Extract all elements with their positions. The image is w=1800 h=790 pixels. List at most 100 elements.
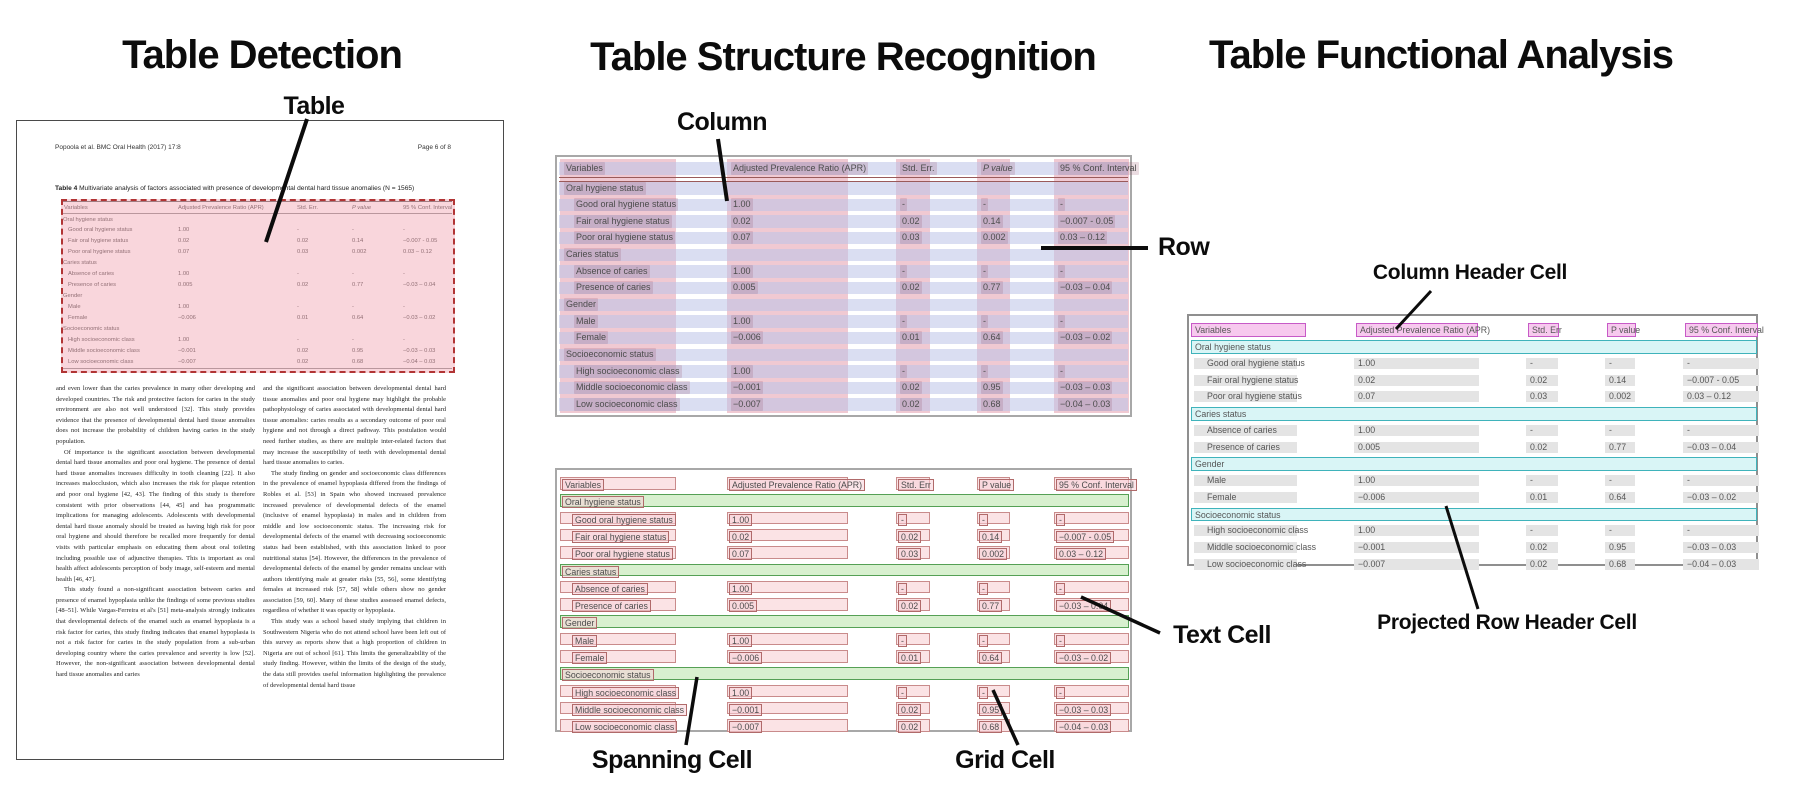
- value-text: 0.02: [1530, 558, 1548, 569]
- structure-rows-columns-table: Variables Adjusted Prevalence Ratio (APR)…: [555, 155, 1139, 417]
- row-band: [559, 315, 1128, 328]
- row-band: [559, 365, 1128, 378]
- table-cell: [1683, 491, 1759, 503]
- value-text: -: [1058, 264, 1065, 278]
- text-cell: 0.02: [898, 721, 922, 734]
- doc-table-bottom-rule: [61, 368, 452, 369]
- doc-table-cell: 0.77: [352, 282, 364, 289]
- value-text: -: [981, 314, 988, 328]
- table-cell: [1683, 558, 1759, 570]
- value-text: -: [1609, 475, 1612, 485]
- table-cell: [1683, 357, 1759, 369]
- column-header-text: Adjusted Prevalence Ratio (APR): [731, 161, 869, 175]
- grid-cell: −0.007: [727, 719, 848, 734]
- doc-table-top-rule: [61, 201, 452, 202]
- text-cell: -: [979, 686, 988, 699]
- table-cell: [1526, 374, 1558, 386]
- text-cell: -: [1056, 582, 1065, 595]
- doc-table-cell: 0.002: [352, 249, 367, 256]
- table-cell: [1683, 374, 1759, 386]
- table-cell: [1194, 475, 1297, 486]
- row-label-text: Absence of caries: [1207, 424, 1277, 435]
- grid-cell: 0.03 – 0.12: [1054, 546, 1129, 561]
- text-cell: 0.68: [979, 721, 1003, 734]
- value-text: -: [1058, 314, 1065, 328]
- text-cell: Std. Err: [898, 479, 934, 491]
- value-text-highlight: 0.03: [900, 231, 922, 245]
- callout-grid-cell: Grid Cell: [955, 746, 1055, 774]
- doc-table-row-label: Oral hygiene status: [63, 216, 113, 223]
- row-band: [559, 331, 1128, 345]
- header-underline: [559, 176, 1128, 182]
- grid-cell: Low socioeconomic class: [560, 719, 678, 734]
- doc-table-cell: −0.001: [178, 347, 196, 354]
- value-text-highlight: 0.64: [981, 331, 1003, 345]
- doc-table-cell: -: [403, 304, 405, 311]
- value-text: 0.02: [900, 214, 922, 228]
- value-text: 0.03 – 0.12: [1687, 391, 1732, 402]
- value-text: 0.07: [1358, 391, 1376, 402]
- row-label-text: Poor oral hygiene status: [574, 231, 676, 245]
- grid-cell: Middle socioeconomic class: [560, 701, 688, 716]
- doc-table-cell: 1.00: [178, 271, 190, 278]
- text-cell: 0.14: [979, 530, 1003, 543]
- column-header-text: Variables: [564, 161, 605, 175]
- row-label-highlight: Presence of caries: [574, 281, 653, 295]
- grid-cell: 0.02: [896, 701, 930, 716]
- doc-table-row-label: Good oral hygiene status: [68, 227, 133, 234]
- grid-cell: 0.03: [896, 546, 930, 561]
- value-text: 0.01: [900, 331, 922, 345]
- doc-table-cell: 0.01: [297, 315, 309, 322]
- doc-table-cell: 0.02: [297, 347, 309, 354]
- value-text: -: [1609, 424, 1612, 435]
- value-text: -: [1530, 475, 1533, 485]
- table-cell: [1526, 441, 1558, 453]
- row-label-text: High socioeconomic class: [574, 364, 682, 378]
- value-text: −0.03 – 0.02: [1687, 491, 1737, 502]
- table-cell: [1354, 441, 1479, 453]
- table-cell: [1194, 424, 1297, 436]
- grid-cell: -: [1054, 632, 1129, 647]
- row-label-highlight: Low socioeconomic class: [574, 397, 680, 411]
- row-band: [559, 281, 1128, 295]
- table-cell: [1526, 475, 1558, 486]
- value-text: −0.03 – 0.04: [1687, 441, 1737, 452]
- grid-cell: -: [977, 580, 1010, 595]
- row-label-highlight: Socioeconomic status: [564, 348, 656, 361]
- grid-cell: Female: [560, 650, 676, 664]
- value-text: -: [900, 198, 907, 212]
- value-text-highlight: -: [900, 264, 907, 278]
- value-text: -: [900, 364, 907, 378]
- text-cell: Low socioeconomic class: [572, 721, 678, 734]
- doc-table-row-label: High socioeconomic class: [68, 336, 135, 343]
- column-header-cell: [1607, 323, 1636, 337]
- text-cell: 0.07: [729, 548, 753, 561]
- doc-table-cell: -: [352, 304, 354, 311]
- row-label-highlight: High socioeconomic class: [574, 364, 682, 378]
- value-text: 0.02: [1358, 374, 1376, 385]
- body-paragraph: The study finding on gender and socioeco…: [263, 469, 446, 615]
- doc-table-header-cell: 95 % Conf. Interval: [403, 205, 453, 211]
- value-text-highlight: 0.02: [900, 281, 922, 295]
- table-cell: [1354, 424, 1479, 436]
- value-text: −0.03 – 0.04: [1058, 281, 1113, 295]
- value-text-highlight: 0.95: [981, 381, 1003, 395]
- value-text-highlight: 0.14: [981, 214, 1003, 228]
- header-text-highlight: Variables: [564, 161, 605, 175]
- grid-cell: 0.77: [977, 598, 1010, 613]
- table-cell: [1354, 475, 1479, 486]
- grid-cell: Presence of caries: [560, 598, 676, 613]
- value-text: −0.03 – 0.03: [1058, 381, 1113, 395]
- grid-cell: Fair oral hygiene status: [560, 528, 676, 543]
- doc-table-cell: 0.64: [352, 315, 364, 322]
- text-cell: Oral hygiene status: [562, 496, 644, 509]
- row-band: [559, 182, 1128, 195]
- doc-table-row-label: Socioeconomic status: [63, 326, 120, 332]
- value-text: 1.00: [1358, 424, 1376, 435]
- value-text: 0.64: [981, 331, 1003, 345]
- table-cell: [1194, 525, 1297, 537]
- text-cell: 0.64: [979, 652, 1003, 664]
- text-cell: Good oral hygiene status: [572, 513, 676, 526]
- table-cell: [1605, 424, 1635, 436]
